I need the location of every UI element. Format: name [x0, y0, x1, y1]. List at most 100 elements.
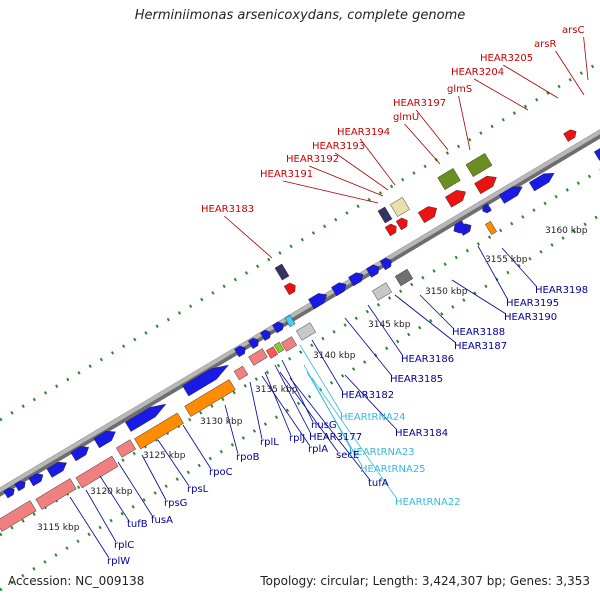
gene-feature-lower[interactable]: [281, 336, 297, 352]
gene-feature-lower[interactable]: [116, 439, 136, 458]
gene-feature-blue[interactable]: [28, 471, 46, 487]
gene-label-top[interactable]: HEAR3183: [201, 204, 254, 215]
gene-feature-blue[interactable]: [594, 146, 600, 161]
gene-feature-blue[interactable]: [248, 336, 260, 349]
gene-feature-blue[interactable]: [14, 479, 28, 492]
gene-label-bottom[interactable]: HEARtRNA25: [360, 464, 426, 475]
gene-feature-glmS[interactable]: [465, 153, 493, 177]
gene-features-layer[interactable]: [0, 128, 600, 532]
gene-feature-lower[interactable]: [233, 365, 249, 381]
gene-label-bottom[interactable]: rpsL: [187, 484, 209, 495]
gene-feature-blue[interactable]: [348, 270, 365, 287]
gene-feature-lower[interactable]: [394, 268, 414, 287]
leader-line: [394, 294, 457, 344]
leader-line: [502, 64, 559, 99]
gene-feature-red-e[interactable]: [395, 216, 410, 231]
gene-label-top[interactable]: HEAR3191: [260, 169, 313, 180]
gene-feature-lower[interactable]: [0, 500, 37, 532]
gene-label-bottom[interactable]: HEAR3190: [504, 312, 557, 323]
gene-label-bottom[interactable]: HEAR3182: [341, 390, 394, 401]
gene-feature-lower[interactable]: [248, 348, 268, 366]
gene-feature-blue[interactable]: [182, 360, 231, 397]
gene-feature-red-f[interactable]: [563, 128, 579, 142]
gene-label-bottom[interactable]: rpsG: [164, 498, 187, 509]
gene-label-bottom[interactable]: HEAR3177: [309, 432, 362, 443]
gene-feature-lower[interactable]: [296, 322, 316, 341]
gene-label-bottom[interactable]: rplJ: [289, 433, 305, 444]
gene-feature-blue-b[interactable]: [451, 220, 467, 236]
gene-feature-orange-small[interactable]: [485, 221, 497, 235]
gene-label-bottom[interactable]: rplW: [107, 556, 130, 567]
gene-feature-blue[interactable]: [93, 427, 119, 449]
tick-marks-layer: [0, 60, 600, 592]
gene-label-top[interactable]: HEAR3205: [480, 53, 533, 64]
gene-label-top[interactable]: HEAR3192: [286, 154, 339, 165]
gene-label-bottom[interactable]: HEARtRNA24: [340, 412, 406, 423]
gene-label-bottom[interactable]: secE: [336, 450, 359, 461]
gene-feature-HEAR3191[interactable]: [390, 197, 410, 217]
gene-feature-blue[interactable]: [46, 459, 69, 478]
gene-feature-red-b[interactable]: [445, 187, 468, 208]
leader-line: [274, 364, 312, 435]
gene-feature-blue[interactable]: [3, 486, 17, 499]
gene-feature-blue[interactable]: [272, 320, 285, 334]
gene-label-bottom[interactable]: fusA: [151, 515, 173, 526]
gene-feature-glmU[interactable]: [437, 168, 461, 190]
gene-label-bottom[interactable]: rpoC: [209, 467, 233, 478]
gene-label-bottom[interactable]: nusG: [311, 420, 337, 431]
trna-feature[interactable]: [284, 314, 296, 328]
gene-feature-HEAR3191b[interactable]: [377, 206, 393, 224]
gene-label-bottom[interactable]: rplL: [260, 437, 279, 448]
gene-label-bottom[interactable]: HEAR3188: [452, 327, 505, 338]
gene-label-top[interactable]: HEAR3194: [337, 127, 390, 138]
gene-feature-blue[interactable]: [331, 280, 348, 297]
gene-feature-blue-c[interactable]: [481, 203, 492, 215]
gene-feature-blue[interactable]: [234, 344, 247, 358]
gene-label-top[interactable]: glmU: [393, 112, 419, 123]
gene-feature-lower[interactable]: [273, 341, 285, 354]
gene-feature-blue[interactable]: [308, 290, 329, 310]
gene-feature-lower[interactable]: [184, 379, 236, 417]
inner-tick-line-a: [0, 213, 600, 592]
gene-feature-blue[interactable]: [125, 399, 168, 432]
gene-label-bottom[interactable]: HEAR3198: [535, 285, 588, 296]
gene-feature-blue[interactable]: [498, 183, 525, 204]
gene-feature-lower[interactable]: [372, 282, 392, 301]
gene-feature-red-g[interactable]: [283, 281, 298, 296]
gene-label-bottom[interactable]: HEAR3186: [401, 354, 454, 365]
gene-feature-lower[interactable]: [35, 478, 77, 510]
gene-feature-red-a[interactable]: [417, 203, 440, 224]
gene-label-top[interactable]: arsR: [534, 39, 556, 50]
gene-label-bottom[interactable]: HEAR3195: [506, 298, 559, 309]
gene-feature-blue[interactable]: [366, 263, 381, 278]
gene-label-bottom[interactable]: HEARtRNA23: [349, 447, 415, 458]
gene-feature-blue[interactable]: [260, 328, 272, 341]
gene-feature-lower[interactable]: [75, 455, 119, 489]
gene-label-top[interactable]: glmS: [447, 84, 472, 95]
gene-feature-lower[interactable]: [134, 412, 184, 450]
gene-feature-blue[interactable]: [379, 256, 394, 271]
gene-feature-HEAR3183[interactable]: [274, 263, 290, 281]
gene-label-bottom[interactable]: HEAR3187: [454, 341, 507, 352]
gene-feature-red-c[interactable]: [474, 172, 499, 195]
gene-feature-red-d[interactable]: [384, 222, 399, 237]
map-title: Herminiimonas arsenicoxydans, complete g…: [134, 8, 466, 23]
gene-label-top[interactable]: arsC: [562, 25, 584, 36]
gene-label-bottom[interactable]: HEAR3184: [395, 428, 448, 439]
gene-feature-blue[interactable]: [529, 169, 556, 192]
gene-label-bottom[interactable]: HEARtRNA22: [395, 497, 461, 508]
gene-feature-lower[interactable]: [265, 346, 279, 359]
gene-label-bottom[interactable]: HEAR3185: [390, 374, 443, 385]
gene-label-bottom[interactable]: tufB: [127, 519, 148, 530]
gene-feature-blue[interactable]: [70, 443, 92, 462]
gene-label-bottom[interactable]: rplC: [114, 540, 134, 551]
gene-label-bottom[interactable]: rplA: [308, 444, 328, 455]
gene-label-top[interactable]: HEAR3204: [451, 67, 504, 78]
leader-line: [415, 109, 449, 151]
gene-label-bottom[interactable]: rpoB: [236, 452, 260, 463]
gene-label-top[interactable]: HEAR3197: [393, 98, 446, 109]
gene-label-top[interactable]: HEAR3193: [312, 141, 365, 152]
gene-label-bottom[interactable]: tufA: [368, 478, 389, 489]
